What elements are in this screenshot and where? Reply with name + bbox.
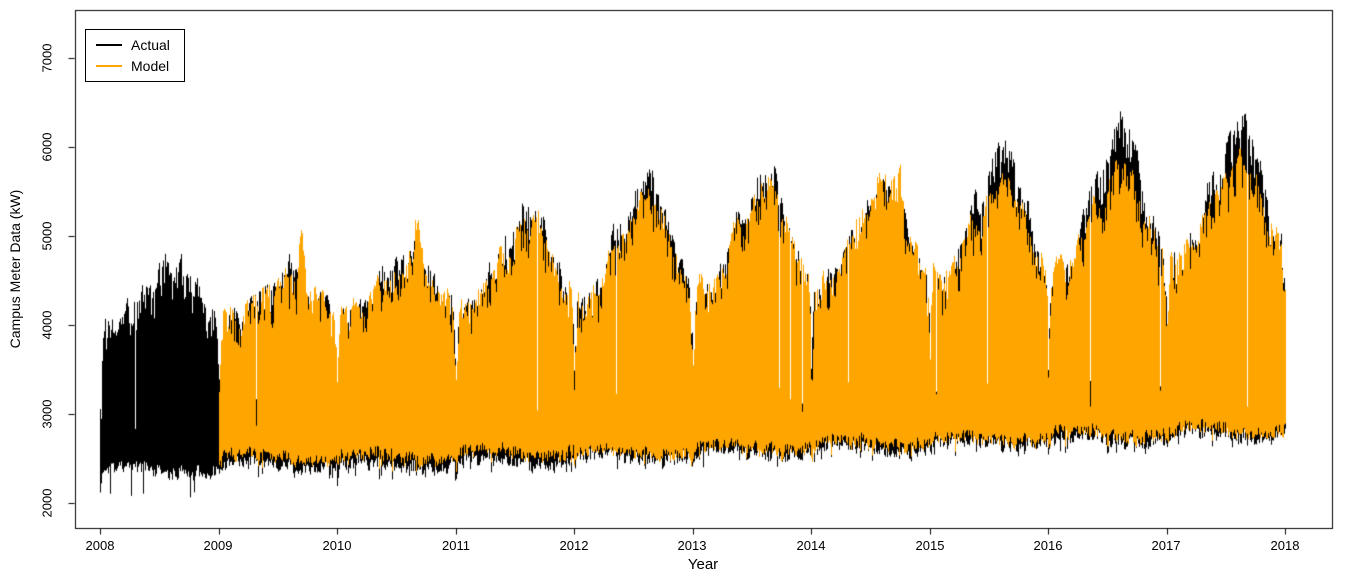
x-tick-label: 2018	[1270, 538, 1300, 553]
legend-line-swatch-model	[96, 65, 122, 67]
legend-entry-model: Model	[96, 58, 170, 74]
x-tick-label: 2014	[796, 538, 826, 553]
y-tick-label: 7000	[39, 43, 55, 73]
x-tick-label: 2011	[442, 538, 470, 553]
x-tick-label: 2017	[1151, 538, 1181, 553]
y-tick-label: 2000	[39, 488, 55, 518]
x-tick-label: 2012	[559, 538, 589, 553]
legend-label-actual: Actual	[131, 37, 170, 53]
y-axis-title: Campus Meter Data (kW)	[7, 189, 23, 349]
x-tick-label: 2013	[677, 538, 707, 553]
legend: Actual Model	[85, 29, 185, 82]
x-tick-label: 2016	[1033, 538, 1063, 553]
y-tick-label: 4000	[39, 310, 55, 340]
y-tick-label: 3000	[39, 399, 55, 429]
x-tick-label: 2009	[203, 538, 233, 553]
x-tick-label: 2015	[915, 538, 945, 553]
x-axis-title: Year	[687, 556, 719, 573]
y-tick-label: 5000	[39, 221, 55, 251]
legend-line-swatch-actual	[96, 44, 122, 46]
x-tick-label: 2010	[322, 538, 352, 553]
legend-entry-actual: Actual	[96, 37, 170, 53]
y-tick-label: 6000	[39, 132, 55, 162]
legend-label-model: Model	[131, 58, 170, 74]
x-tick-label: 2008	[85, 538, 115, 553]
